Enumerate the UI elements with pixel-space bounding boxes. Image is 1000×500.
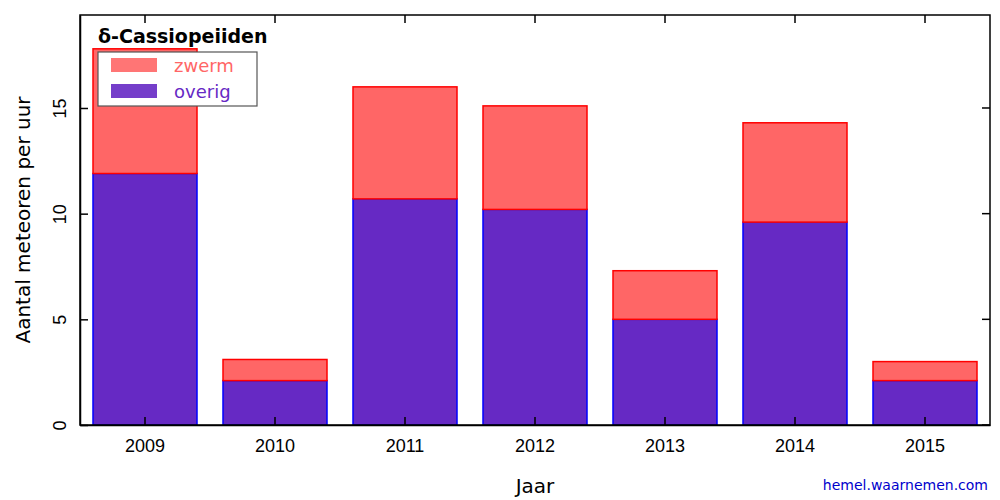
y-tick-mark (80, 213, 88, 215)
bar-overig (353, 199, 457, 425)
x-tick-mark (274, 417, 276, 425)
bar-zwerm (223, 359, 327, 380)
x-tick-mark (924, 417, 926, 425)
plot-frame (80, 15, 990, 425)
bar-overig (743, 222, 847, 425)
chart: 0 5 10 15 2009 2010 2011 2012 2013 2014 2015 δ-Cass… (0, 0, 1000, 500)
y-axis: 0 5 10 15 (50, 16, 88, 431)
x-tick-mark (534, 417, 536, 425)
x-tick-mark (664, 417, 666, 425)
legend-swatch (111, 84, 157, 98)
legend: zwerm overig (98, 52, 257, 106)
bars (93, 49, 977, 425)
credit: hemel.waarnemen.com (823, 477, 988, 493)
legend-box (98, 52, 257, 106)
bar-overig (93, 174, 197, 425)
x-tick-label: 2012 (515, 436, 555, 456)
x-tick: 2011 (386, 417, 425, 456)
bar-overig (613, 319, 717, 425)
x-tick-label: 2011 (386, 436, 425, 456)
y-tick-mark (80, 108, 88, 110)
x-tick-label: 2015 (905, 436, 945, 456)
x-tick-label: 2013 (645, 436, 685, 456)
x-tick-mark (794, 417, 796, 425)
y-tick-mark-right (982, 107, 990, 109)
x-tick: 2010 (255, 417, 295, 456)
y-tick: 10 (50, 204, 88, 224)
x-tick-label: 2014 (775, 436, 815, 456)
bar-zwerm (353, 87, 457, 199)
bar-zwerm (743, 123, 847, 222)
x-axis-title: Jaar (514, 474, 555, 498)
x-tick-mark-top (404, 15, 406, 23)
chart-title: δ-Cassiopeiiden (98, 25, 267, 47)
x-tick: 2015 (905, 417, 945, 456)
legend-label: zwerm (174, 55, 234, 76)
y-tick-mark-right (982, 319, 990, 321)
x-tick-mark-top (664, 15, 666, 23)
x-tick-mark (404, 417, 406, 425)
bar-overig (483, 209, 587, 425)
x-tick: 2012 (515, 417, 555, 456)
x-tick-label: 2010 (255, 436, 295, 456)
bar-zwerm (613, 271, 717, 320)
y-tick-label: 0 (50, 420, 70, 430)
y-tick-mark-right (982, 213, 990, 215)
x-tick-mark-top (274, 15, 276, 23)
plot: 0 5 10 15 2009 2010 2011 2012 2013 2014 2015 δ-Cass… (50, 15, 991, 456)
legend-swatch (111, 58, 157, 72)
x-tick-mark (144, 417, 146, 425)
x-axis: 2009 2010 2011 2012 2013 2014 2015 (81, 417, 991, 456)
bar-zwerm (873, 362, 977, 381)
bar-overig (873, 381, 977, 425)
y-axis-title: Aantal meteoren per uur (11, 96, 35, 344)
x-tick-label: 2009 (125, 436, 165, 456)
y-tick-label: 10 (50, 204, 70, 224)
x-tick-mark-top (794, 15, 796, 23)
x-tick: 2013 (645, 417, 685, 456)
y-tick-mark (80, 319, 88, 321)
bar-zwerm (483, 106, 587, 210)
legend-label: overig (174, 81, 231, 102)
x-tick: 2009 (125, 417, 165, 456)
y-tick: 15 (50, 98, 88, 118)
x-tick-mark-top (924, 15, 926, 23)
x-tick-mark-top (144, 15, 146, 23)
y-tick-label: 5 (50, 315, 70, 325)
x-tick-mark-top (534, 15, 536, 23)
y-axis-line (80, 16, 82, 426)
y-tick-label: 15 (50, 98, 70, 118)
x-tick: 2014 (775, 417, 815, 456)
bar-overig (223, 381, 327, 425)
y-ticks-right (982, 108, 990, 425)
x-ticks-top (145, 15, 925, 23)
y-tick: 5 (50, 315, 88, 325)
